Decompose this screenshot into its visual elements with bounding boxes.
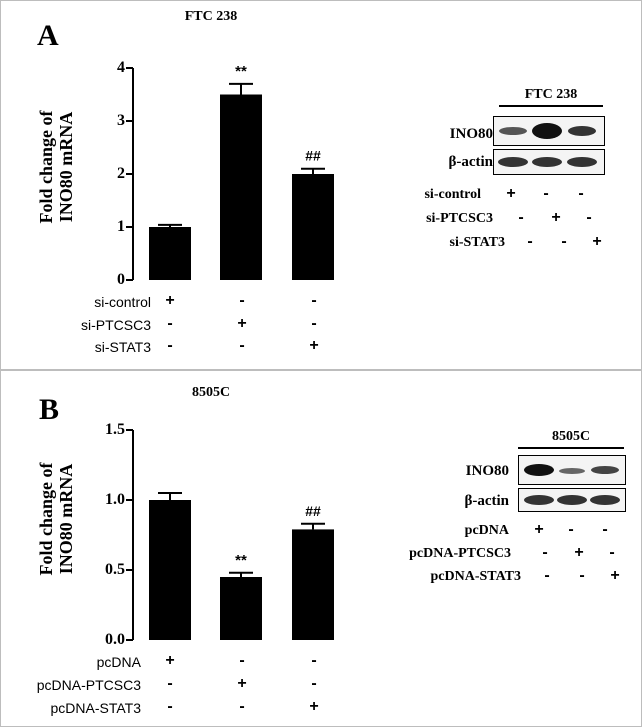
panel-a: A FTC 238 Fold change of INO80 mRNA 4 3 …: [0, 0, 642, 370]
blot-row-label: INO80: [449, 126, 493, 142]
sign: -: [311, 315, 317, 332]
chart-title: 8505C: [191, 385, 231, 400]
sign: +: [237, 315, 247, 332]
panel-b: B 8505C Fold change of INO80 mRNA 1.5 1.…: [0, 370, 642, 727]
sign: +: [309, 698, 319, 715]
sign: +: [237, 675, 247, 692]
chart-title: FTC 238: [184, 9, 238, 24]
sign: +: [534, 521, 544, 538]
sign: -: [239, 652, 245, 669]
sign: -: [167, 675, 173, 692]
blot-band-row-actin: [518, 488, 626, 512]
sign: -: [609, 544, 615, 561]
y-tick-label: 2: [117, 165, 125, 182]
sign: -: [518, 209, 524, 226]
y-tick-label: 0: [117, 271, 125, 288]
significance-label: **: [235, 63, 247, 80]
blot-treatment-label: pcDNA-PTCSC3: [409, 546, 511, 561]
blot-row-label: INO80: [465, 463, 509, 479]
sign: +: [506, 185, 516, 202]
sign: -: [579, 567, 585, 584]
sign: +: [592, 233, 602, 250]
blot-title-underline: [499, 105, 603, 107]
sign: -: [167, 698, 173, 715]
y-tick-label: 0.0: [105, 631, 125, 648]
treatment-label: pcDNA: [96, 654, 141, 670]
sign: -: [239, 698, 245, 715]
sign: -: [311, 652, 317, 669]
blot-treatment-label: si-PTCSC3: [426, 211, 493, 226]
sign: +: [165, 652, 175, 669]
blot-band-row-ino80: [493, 116, 605, 146]
sign: -: [311, 675, 317, 692]
sign: +: [574, 544, 584, 561]
blot-treatment-label: pcDNA: [464, 523, 509, 538]
treatment-label: pcDNA-STAT3: [50, 700, 142, 716]
y-tick-label: 1.0: [105, 491, 125, 508]
panel-letter: A: [37, 19, 59, 52]
blot-title-underline: [518, 447, 624, 449]
sign: +: [165, 292, 175, 309]
sign: -: [542, 544, 548, 561]
blot-treatment-label: si-control: [424, 187, 481, 202]
y-tick-label: 4: [117, 59, 125, 76]
treatment-label: pcDNA-PTCSC3: [36, 677, 141, 693]
sign: +: [610, 567, 620, 584]
bar: [149, 227, 191, 280]
sign: -: [561, 233, 567, 250]
blot-title: FTC 238: [524, 87, 578, 102]
bar: [292, 529, 334, 640]
sign: -: [568, 521, 574, 538]
blot-treatment-label: pcDNA-STAT3: [430, 569, 522, 584]
sign: -: [602, 521, 608, 538]
blot-band-row-actin: [493, 149, 605, 175]
sign: -: [239, 337, 245, 354]
sign: -: [544, 567, 550, 584]
sign: -: [527, 233, 533, 250]
sign: -: [239, 292, 245, 309]
y-tick-label: 1.5: [105, 421, 125, 438]
sign: +: [309, 337, 319, 354]
bar: [292, 174, 334, 280]
y-tick-label: 0.5: [105, 561, 125, 578]
sign: -: [578, 185, 584, 202]
y-tick-label: 3: [117, 112, 125, 129]
bar-chart-b: ** ##: [126, 429, 334, 641]
blot-row-label: β-actin: [448, 154, 493, 170]
sign: -: [586, 209, 592, 226]
treatment-label: si-PTCSC3: [80, 317, 151, 333]
significance-label: **: [235, 552, 247, 569]
sign: -: [311, 292, 317, 309]
panel-letter: B: [39, 393, 60, 426]
bar: [220, 94, 262, 280]
bar: [149, 500, 191, 640]
blot-treatment-label: si-STAT3: [449, 235, 506, 250]
sign: -: [167, 315, 173, 332]
blot-title: 8505C: [551, 429, 591, 444]
sign: -: [167, 337, 173, 354]
sign: +: [551, 209, 561, 226]
treatment-label: si-control: [94, 294, 151, 310]
significance-label: ##: [305, 503, 321, 519]
bar: [220, 577, 262, 640]
treatment-label: si-STAT3: [94, 339, 151, 355]
blot-band-row-ino80: [518, 455, 626, 485]
bar-chart-a: ** ##: [126, 63, 334, 281]
y-tick-label: 1: [117, 218, 125, 235]
blot-row-label: β-actin: [464, 493, 509, 509]
sign: -: [543, 185, 549, 202]
significance-label: ##: [305, 148, 321, 164]
